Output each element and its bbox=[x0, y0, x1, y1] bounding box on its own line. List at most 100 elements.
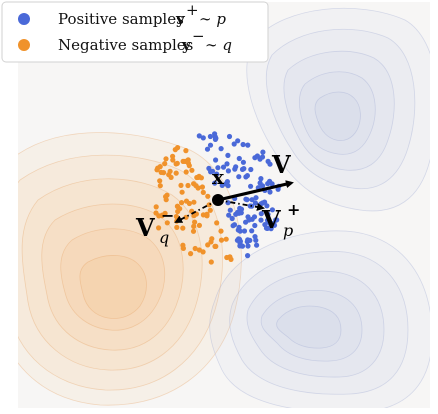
negative-sample-point bbox=[162, 210, 168, 216]
positive-sample-point bbox=[268, 226, 274, 232]
positive-sample-point bbox=[252, 222, 258, 229]
negative-sample-point bbox=[200, 189, 206, 195]
positive-sample-point bbox=[237, 238, 243, 244]
negative-sample-point bbox=[173, 170, 179, 176]
negative-sample-point bbox=[205, 193, 211, 199]
positive-sample-point bbox=[236, 155, 242, 162]
negative-sample-point bbox=[198, 175, 204, 181]
negative-sample-point bbox=[179, 200, 185, 206]
positive-sample-point bbox=[233, 211, 239, 217]
plot-background bbox=[18, 2, 430, 408]
positive-sample-point bbox=[248, 166, 254, 173]
negative-sample-point bbox=[208, 239, 214, 245]
negative-sample-point bbox=[156, 213, 162, 219]
negative-sample-point bbox=[168, 174, 174, 180]
vector-v-neg-label: V bbox=[135, 213, 155, 242]
vector-v-pos-sup: + bbox=[287, 200, 300, 219]
positive-sample-point bbox=[207, 133, 213, 140]
positive-sample-point bbox=[265, 181, 271, 187]
negative-sample-point bbox=[162, 161, 168, 167]
negative-sample-point bbox=[179, 189, 185, 195]
positive-sample-point bbox=[235, 138, 241, 144]
negative-sample-point bbox=[156, 225, 162, 231]
negative-sample-point bbox=[189, 167, 195, 173]
anchor-label: x bbox=[212, 165, 225, 189]
negative-sample-point bbox=[157, 164, 163, 170]
legend: Positive samples y + ∼ p Negative sample… bbox=[1, 1, 269, 63]
negative-samples bbox=[153, 145, 234, 265]
positive-sample-point bbox=[254, 153, 260, 159]
positive-sample-point bbox=[236, 174, 242, 180]
positive-sample-point bbox=[227, 207, 233, 213]
negative-sample-point bbox=[158, 169, 164, 175]
positive-sample-point bbox=[226, 212, 232, 218]
negative-sample-point bbox=[180, 225, 186, 231]
positive-sample-point bbox=[269, 207, 275, 213]
vector-v-arrow bbox=[217, 180, 294, 202]
negative-sample-point bbox=[212, 243, 218, 249]
negative-sample-point bbox=[200, 249, 206, 255]
negative-sample-point bbox=[192, 245, 198, 252]
positive-sample-point bbox=[247, 237, 253, 243]
positive-sample-point bbox=[258, 217, 264, 223]
positive-sample-point bbox=[258, 211, 264, 217]
anchor-point bbox=[212, 194, 224, 206]
positive-legend-var: y bbox=[175, 10, 186, 28]
negative-sample-point bbox=[228, 256, 234, 262]
positive-sample-point bbox=[224, 161, 230, 167]
positive-sample-point bbox=[241, 166, 247, 172]
positive-sample-point bbox=[213, 157, 219, 163]
negative-sample-point bbox=[186, 163, 192, 169]
positive-sample-point bbox=[239, 243, 246, 249]
negative-sample-point bbox=[154, 167, 160, 173]
positive-sample-point bbox=[241, 228, 248, 234]
negative-sample-point bbox=[183, 169, 189, 175]
positive-sample-point bbox=[266, 220, 272, 226]
positive-sample-point bbox=[196, 133, 202, 139]
positive-sample-point bbox=[244, 197, 250, 203]
positive-density-contours-upper bbox=[246, 7, 430, 212]
positive-sample-point bbox=[245, 253, 251, 259]
positive-sample-point bbox=[229, 215, 235, 222]
negative-sample-point bbox=[191, 223, 197, 229]
positive-sample-point bbox=[240, 159, 246, 165]
positive-legend-marker bbox=[18, 13, 30, 25]
negative-sample-point bbox=[188, 251, 194, 257]
negative-sample-point bbox=[180, 245, 186, 251]
positive-sample-point bbox=[218, 146, 224, 152]
negative-sample-point bbox=[223, 236, 229, 242]
negative-sample-point bbox=[192, 219, 198, 225]
positive-sample-point bbox=[215, 165, 221, 171]
positive-sample-point bbox=[252, 234, 258, 240]
positive-sample-point bbox=[214, 171, 220, 177]
negative-sample-point bbox=[194, 174, 200, 181]
vector-arrows bbox=[174, 180, 294, 223]
negative-sample-point bbox=[174, 203, 180, 209]
positive-sample-point bbox=[269, 181, 275, 187]
positive-sample-point bbox=[200, 135, 206, 141]
legend-item-positive: Positive samples y + ∼ p bbox=[18, 1, 226, 28]
negative-sample-point bbox=[205, 242, 211, 248]
positive-sample-point bbox=[271, 222, 278, 228]
negative-sample-point bbox=[183, 198, 190, 204]
negative-sample-point bbox=[214, 220, 220, 226]
negative-sample-point bbox=[208, 259, 214, 265]
negative-sample-point bbox=[164, 220, 170, 226]
positive-sample-point bbox=[230, 223, 236, 229]
positive-sample-point bbox=[274, 217, 280, 223]
negative-density-contours bbox=[18, 132, 242, 406]
positive-samples bbox=[196, 131, 282, 259]
vector-v-neg-sup: − bbox=[161, 206, 174, 225]
positive-sample-point bbox=[249, 197, 255, 203]
negative-sample-point bbox=[173, 161, 179, 167]
positive-sample-point bbox=[212, 136, 218, 142]
negative-sample-point bbox=[164, 192, 170, 198]
negative-sample-point bbox=[170, 153, 176, 159]
positive-legend-tail: ∼ p bbox=[199, 10, 226, 28]
negative-sample-point bbox=[173, 213, 179, 220]
negative-sample-point bbox=[153, 204, 159, 210]
vector-v-neg-arrow bbox=[174, 199, 219, 223]
negative-sample-point bbox=[183, 148, 189, 154]
negative-sample-point bbox=[190, 228, 197, 234]
negative-sample-point bbox=[224, 254, 230, 261]
